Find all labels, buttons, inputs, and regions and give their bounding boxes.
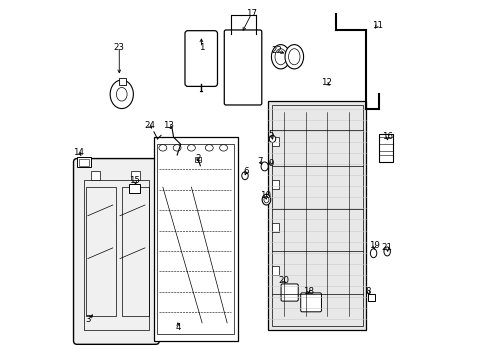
Ellipse shape xyxy=(173,145,181,151)
Bar xyxy=(268,102,367,330)
Text: 24: 24 xyxy=(144,121,155,130)
Bar xyxy=(272,266,279,275)
Text: 5: 5 xyxy=(269,130,274,139)
Ellipse shape xyxy=(159,145,167,151)
Ellipse shape xyxy=(271,45,290,69)
Ellipse shape xyxy=(261,162,268,171)
Text: 4: 4 xyxy=(176,323,181,332)
Bar xyxy=(157,144,234,334)
Bar xyxy=(379,134,393,162)
Bar xyxy=(272,137,279,146)
Text: 17: 17 xyxy=(246,9,257,18)
Text: 8: 8 xyxy=(366,287,371,296)
Bar xyxy=(272,180,279,189)
Ellipse shape xyxy=(275,49,287,65)
Ellipse shape xyxy=(262,194,270,205)
Ellipse shape xyxy=(285,45,304,69)
Bar xyxy=(122,187,148,316)
Ellipse shape xyxy=(220,145,227,151)
Bar xyxy=(272,105,363,327)
Text: 7: 7 xyxy=(258,157,263,166)
Bar xyxy=(84,180,148,330)
Bar xyxy=(119,78,126,85)
Bar xyxy=(272,223,279,232)
Ellipse shape xyxy=(110,80,133,109)
Text: 21: 21 xyxy=(382,243,392,252)
Text: 18: 18 xyxy=(303,287,314,296)
Text: 9: 9 xyxy=(268,159,273,168)
Bar xyxy=(129,184,140,193)
Bar xyxy=(195,157,201,162)
Ellipse shape xyxy=(270,135,276,143)
Text: 16: 16 xyxy=(382,132,393,141)
Text: 15: 15 xyxy=(129,176,141,185)
Ellipse shape xyxy=(242,172,248,180)
Ellipse shape xyxy=(370,249,377,258)
FancyBboxPatch shape xyxy=(281,284,298,301)
FancyBboxPatch shape xyxy=(74,158,159,344)
Text: 13: 13 xyxy=(163,121,174,130)
Text: 2: 2 xyxy=(195,154,200,163)
Bar xyxy=(92,171,100,180)
Text: 1: 1 xyxy=(198,43,204,52)
Bar xyxy=(86,187,117,316)
Ellipse shape xyxy=(117,87,127,101)
FancyBboxPatch shape xyxy=(185,31,218,86)
Text: 19: 19 xyxy=(369,241,380,250)
Text: 3: 3 xyxy=(86,315,91,324)
Ellipse shape xyxy=(264,197,269,203)
FancyBboxPatch shape xyxy=(301,293,321,312)
Ellipse shape xyxy=(205,145,213,151)
FancyBboxPatch shape xyxy=(224,30,262,105)
Text: 20: 20 xyxy=(278,276,289,285)
Ellipse shape xyxy=(188,145,196,151)
Bar xyxy=(79,158,89,166)
Text: 12: 12 xyxy=(320,78,332,87)
Text: 6: 6 xyxy=(244,167,249,176)
Ellipse shape xyxy=(384,247,391,256)
Text: 23: 23 xyxy=(114,42,125,51)
Bar xyxy=(368,294,375,301)
Text: 14: 14 xyxy=(74,148,84,157)
Bar xyxy=(154,137,238,341)
Text: 10: 10 xyxy=(260,191,271,200)
Text: 11: 11 xyxy=(372,21,383,30)
Ellipse shape xyxy=(289,49,300,65)
Text: 22: 22 xyxy=(271,46,283,55)
Bar xyxy=(77,157,92,167)
Bar xyxy=(131,171,140,180)
